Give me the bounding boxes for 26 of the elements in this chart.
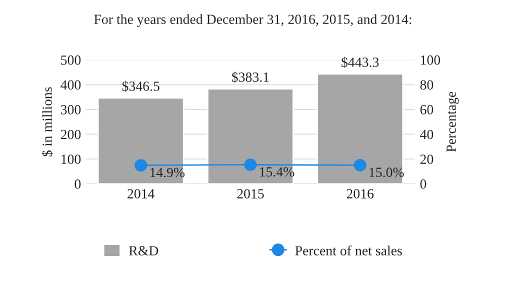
y2-tick-label: 20 xyxy=(420,154,434,164)
data-label: $346.5 xyxy=(122,80,160,92)
y2-tick-label: 100 xyxy=(421,55,440,65)
bar xyxy=(97,97,184,184)
y-axis-title: $ in millions xyxy=(42,87,53,156)
y-tick-label: 500 xyxy=(61,55,81,65)
y-tick-label: 100 xyxy=(62,154,81,164)
y2-tick-label: 40 xyxy=(420,130,434,140)
y2-tick-label: 0 xyxy=(420,179,426,189)
y2-tick-label: 60 xyxy=(420,105,434,114)
chart-title: For the years ended December 31, 2016, 2015, and 2014: xyxy=(94,14,412,27)
bar xyxy=(207,88,294,184)
legend-label: R&D xyxy=(128,246,158,256)
x-tick-label: 2014 xyxy=(128,189,155,198)
y2-tick-label: 80 xyxy=(420,80,434,90)
data-label: $383.1 xyxy=(232,72,269,83)
data-label: $443.3 xyxy=(342,56,379,68)
x-tick-label: 2016 xyxy=(346,189,374,198)
y-tick-label: 0 xyxy=(74,179,81,189)
x-tick-label: 2015 xyxy=(237,189,264,198)
y-tick-label: 200 xyxy=(60,130,81,140)
y2-axis-title: Percentage xyxy=(446,92,459,152)
legend-label: Percent of net sales xyxy=(295,246,402,256)
y-tick-label: 300 xyxy=(60,105,81,114)
bar xyxy=(316,73,404,184)
y-tick-label: 400 xyxy=(60,80,81,90)
